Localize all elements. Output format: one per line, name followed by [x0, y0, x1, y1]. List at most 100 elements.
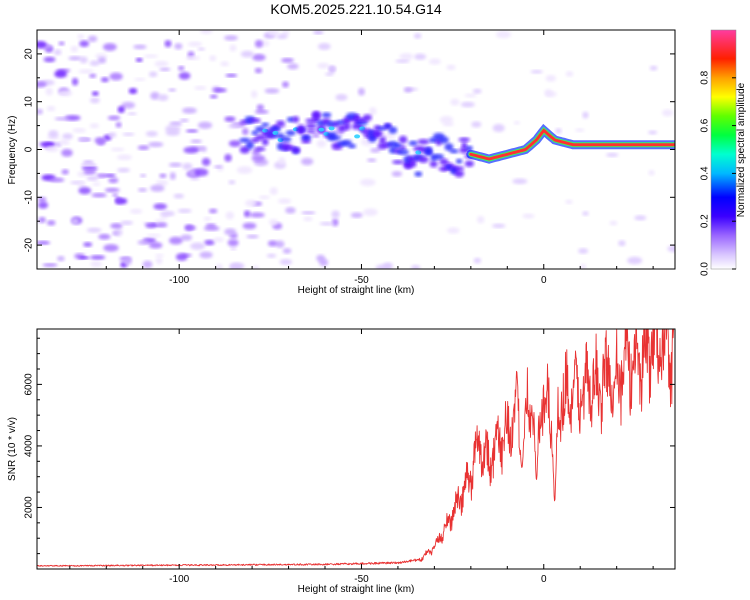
spectrogram-cell: [61, 148, 73, 157]
spectrogram-cell: [48, 130, 59, 138]
spectrogram-cell: [104, 187, 120, 193]
spectrogram-cell: [153, 203, 168, 210]
spectrogram-ridge-cell: [398, 135, 408, 144]
spectrogram-ridge-cell: [300, 139, 312, 144]
spectrogram-cell: [252, 53, 266, 61]
spectrogram-ridge-cell: [292, 116, 300, 123]
spectrogram-cell: [160, 210, 175, 217]
spectrogram-ridge-cell: [404, 161, 412, 169]
spectrogram-cell: [178, 71, 191, 80]
spectrogram-cell: [471, 121, 482, 128]
spectrogram-cell: [110, 147, 125, 152]
spectrogram-ridge-cell: [449, 149, 459, 154]
spectrogram-ridge-peak: [272, 130, 279, 135]
spectrogram-cell: [94, 136, 107, 145]
spectrogram-ridge-cell: [424, 146, 433, 154]
spectrogram-ridge-cell: [388, 126, 398, 134]
spectrogram-cell: [112, 193, 119, 197]
spectrogram-y-axis-label: Frequency (Hz): [7, 116, 18, 185]
spectrogram-cell: [200, 30, 213, 35]
spectrogram-cell: [357, 87, 365, 96]
spectrogram-cell: [156, 222, 168, 228]
spectrogram-cell: [258, 195, 271, 200]
spectrogram-cell: [649, 65, 658, 71]
spectrogram-cell: [442, 122, 454, 127]
spectrogram-cell: [77, 34, 85, 40]
colorbar-tick-label: 0.2: [700, 214, 711, 228]
snr-x-ticks: -100 -50 0: [69, 329, 654, 585]
spectrogram-cell: [42, 263, 58, 267]
spectrogram-cell: [157, 94, 169, 101]
spectrogram-cell: [472, 88, 482, 94]
spectrogram-x-tick-label: -50: [354, 275, 369, 286]
spectrogram-cell: [228, 180, 236, 185]
spectrogram-cell: [87, 35, 98, 43]
spectrogram-cell: [609, 220, 618, 226]
spectrogram-cell: [79, 56, 88, 64]
spectrogram-ridge-cell: [465, 145, 473, 151]
spectrogram-cell: [120, 220, 133, 225]
spectrogram-ridge-cell: [343, 122, 351, 131]
spectrogram-cell: [100, 77, 109, 83]
spectrogram-cell: [129, 208, 143, 214]
spectrogram-ridge-cell: [392, 159, 404, 165]
spectrogram-ridge-cell: [305, 129, 317, 134]
spectrogram-ridge-cell: [417, 138, 430, 145]
spectrogram-cell: [187, 41, 203, 47]
spectrogram-cell: [168, 88, 177, 92]
spectrogram-cell: [268, 218, 279, 226]
spectrogram-cell: [112, 231, 119, 236]
spectrogram-cell: [165, 129, 180, 136]
spectrogram-cell: [83, 242, 93, 247]
spectrogram-cell: [331, 218, 339, 227]
spectrogram-cell: [303, 216, 313, 222]
spectrogram-cell: [225, 211, 235, 220]
spectrogram-cell: [115, 196, 122, 204]
spectrogram-cell: [89, 73, 97, 79]
spectrogram-cell: [182, 107, 197, 114]
spectrogram-cell: [227, 239, 239, 247]
spectrogram-cell: [522, 213, 535, 219]
spectrogram-ridge-cell: [362, 114, 372, 122]
spectrogram-ridge-peak: [328, 126, 335, 131]
snr-x-tick-label: 0: [541, 574, 547, 585]
spectrogram-cell: [145, 223, 157, 229]
spectrogram-cell: [256, 104, 265, 112]
spectrogram-cell: [395, 59, 410, 63]
spectrogram-cell: [43, 56, 56, 63]
spectrogram-cell: [209, 94, 218, 99]
spectrogram-ridge-cell: [433, 153, 444, 160]
spectrogram-cell: [173, 193, 185, 199]
snr-y-tick-label: 6000: [24, 373, 35, 396]
spectrogram-ridge-cell: [347, 143, 357, 149]
spectrogram-cell: [148, 141, 164, 148]
spectrogram-ridge-cell: [245, 141, 255, 150]
spectrogram-cell: [37, 81, 47, 88]
spectrogram-cell: [530, 69, 543, 74]
spectrogram-cell: [78, 186, 92, 195]
spectrogram-cell: [164, 40, 172, 48]
spectrogram-cell: [168, 236, 183, 245]
spectrogram-cell: [496, 30, 512, 39]
spectrogram-cell: [92, 182, 101, 186]
spectrogram-cell: [53, 49, 62, 56]
spectrogram-cell: [203, 216, 212, 221]
spectrogram-cell: [414, 53, 427, 60]
spectrogram-cell: [439, 115, 454, 124]
spectrogram-cell: [241, 127, 249, 136]
spectrogram-cell: [367, 158, 377, 163]
spectrogram-cell: [565, 71, 574, 77]
spectrogram-field: [37, 30, 675, 269]
spectrogram-ridge-cell: [399, 145, 407, 150]
spectrogram-cell: [182, 162, 193, 170]
spectrogram-frame: [36, 29, 676, 270]
spectrogram-cell: [476, 215, 485, 224]
spectrogram-cell: [179, 118, 189, 122]
spectrogram-cell: [555, 128, 562, 134]
spectrogram-cell: [89, 123, 100, 129]
spectrogram-ridge-cell: [444, 143, 454, 151]
spectrogram-cell: [133, 44, 147, 50]
spectrogram-ridge: [469, 128, 675, 161]
spectrogram-cell: [108, 177, 119, 184]
spectrogram-cell: [201, 157, 211, 166]
